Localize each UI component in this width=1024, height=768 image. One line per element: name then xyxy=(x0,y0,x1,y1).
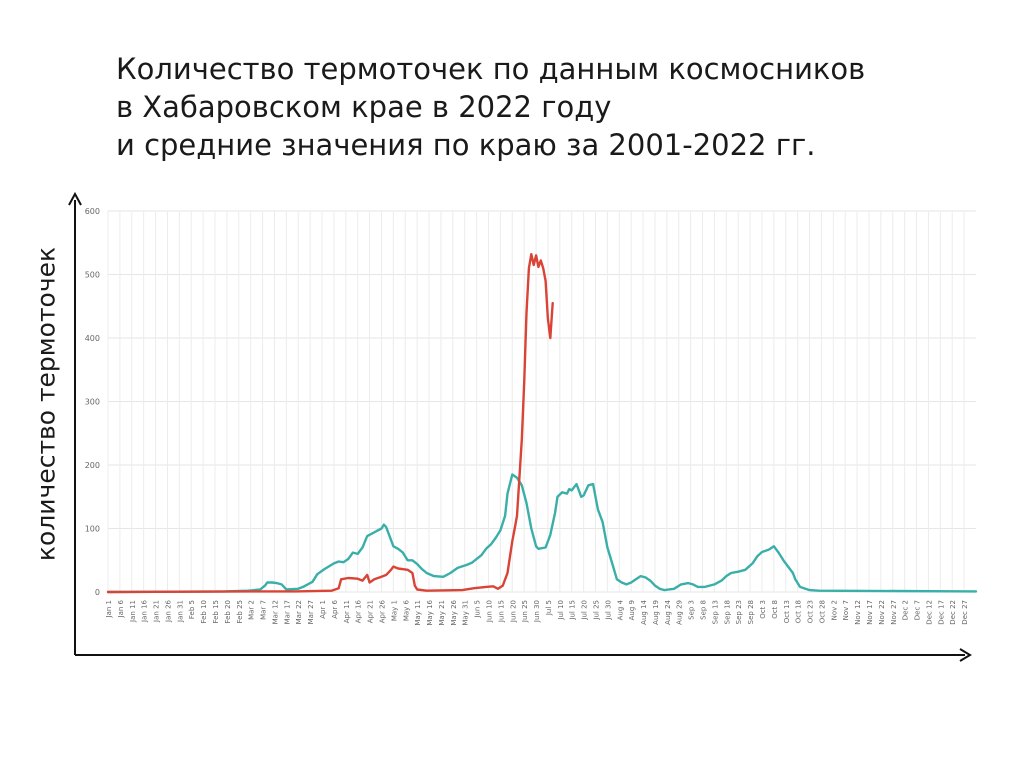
axes xyxy=(68,191,972,662)
x-tick-label: Feb 10 xyxy=(200,600,208,624)
y-axis-arrowhead xyxy=(68,191,82,206)
x-tick-label: Jun 10 xyxy=(485,600,493,623)
x-tick-label: Jul 5 xyxy=(545,600,553,616)
x-tick-label: Oct 8 xyxy=(771,600,779,619)
x-tick-label: Oct 3 xyxy=(759,600,767,619)
x-tick-label: Apr 21 xyxy=(367,600,375,623)
x-tick-label: Jan 21 xyxy=(153,600,161,623)
x-tick-label: May 6 xyxy=(402,599,410,621)
x-tick-label: Jan 31 xyxy=(176,600,184,623)
x-tick-label: Nov 12 xyxy=(854,600,862,625)
x-tick-label: Jul 10 xyxy=(557,600,565,621)
x-tick-label: Aug 29 xyxy=(676,600,684,625)
chart-title-line-1: Количество термоточек по данным космосни… xyxy=(116,52,866,86)
x-tick-label: Feb 25 xyxy=(236,600,244,624)
y-tick-label: 200 xyxy=(85,461,100,470)
x-tick-labels: Jan 1 Jan 6 Jan 11 Jan 16 Jan 21 Jan 26 Jan 31… xyxy=(105,599,969,625)
x-tick-label: Oct 13 xyxy=(783,600,791,623)
x-tick-label: Jun 20 xyxy=(509,600,517,623)
x-tick-label: Jul 30 xyxy=(604,600,612,621)
x-tick-label: Aug 19 xyxy=(652,600,660,625)
x-tick-label: Sep 13 xyxy=(711,600,719,624)
x-tick-label: Jan 1 xyxy=(105,600,113,618)
x-tick-label: Mar 7 xyxy=(260,600,268,620)
x-tick-label: May 11 xyxy=(414,600,422,626)
chart-title: Количество термоточек по данным космосни… xyxy=(116,50,996,164)
x-tick-label: Apr 16 xyxy=(355,599,363,623)
series-line-1 xyxy=(106,473,978,594)
x-axis-arrowhead xyxy=(959,648,972,662)
x-tick-label: Oct 18 xyxy=(795,600,803,623)
x-tick-label: Mar 17 xyxy=(283,600,291,624)
x-tick-label: May 26 xyxy=(450,599,458,625)
x-tick-label: Dec 2 xyxy=(902,600,910,620)
y-tick-labels: 0 100 200 300 400 500 600 xyxy=(85,207,100,597)
x-tick-label: Jan 6 xyxy=(117,599,125,618)
x-tick-label: Jun 5 xyxy=(474,600,482,619)
x-tick-label: Nov 27 xyxy=(890,600,898,625)
y-tick-label: 500 xyxy=(85,271,100,280)
x-tick-label: Mar 22 xyxy=(295,600,303,624)
x-tick-label: Sep 8 xyxy=(700,600,708,620)
x-tick-label: Jul 25 xyxy=(593,600,601,621)
x-tick-label: Oct 28 xyxy=(818,600,826,623)
x-tick-label: May 31 xyxy=(462,600,470,626)
y-tick-label: 0 xyxy=(95,588,100,597)
x-tick-label: Dec 27 xyxy=(961,600,969,625)
y-tick-label: 600 xyxy=(85,207,100,216)
x-tick-label: Sep 23 xyxy=(735,600,743,624)
x-tick-label: Feb 5 xyxy=(188,600,196,619)
x-tick-label: May 21 xyxy=(438,600,446,626)
x-tick-label: Mar 27 xyxy=(307,600,315,624)
chart-title-line-3: и средние значения по краю за 2001-2022 … xyxy=(116,128,816,162)
x-tick-label: Sep 28 xyxy=(747,600,755,624)
series-line-2 xyxy=(106,252,554,594)
x-tick-label: Jan 26 xyxy=(164,599,172,622)
x-tick-label: Aug 24 xyxy=(664,599,672,624)
chart-title-line-2: в Хабаровском крае в 2022 году xyxy=(116,90,612,124)
x-tick-label: Apr 1 xyxy=(319,600,327,619)
x-tick-label: Aug 9 xyxy=(628,600,636,620)
x-tick-label: Dec 7 xyxy=(914,600,922,620)
series-lines xyxy=(106,252,978,594)
x-tick-label: Jun 25 xyxy=(521,600,529,623)
x-tick-label: Mar 12 xyxy=(271,600,279,624)
x-tick-label: Mar 2 xyxy=(248,600,256,620)
x-tick-label: Dec 22 xyxy=(949,600,957,625)
y-tick-label: 100 xyxy=(85,525,100,534)
x-tick-label: May 16 xyxy=(426,599,434,625)
x-tick-label: Apr 11 xyxy=(343,600,351,623)
x-tick-label: Apr 26 xyxy=(378,599,386,623)
y-tick-label: 400 xyxy=(85,334,100,343)
x-tick-label: Jul 20 xyxy=(581,600,589,621)
x-tick-label: Aug 4 xyxy=(616,599,624,620)
x-tick-label: Jun 15 xyxy=(497,600,505,623)
x-tick-label: Dec 17 xyxy=(937,600,945,625)
x-tick-label: Jul 15 xyxy=(569,600,577,621)
x-tick-label: Feb 20 xyxy=(224,600,232,624)
x-tick-label: Oct 23 xyxy=(807,600,815,623)
x-tick-label: Nov 2 xyxy=(830,600,838,620)
y-tick-label: 300 xyxy=(85,398,100,407)
x-tick-label: Sep 3 xyxy=(688,600,696,620)
x-tick-label: Apr 6 xyxy=(331,599,339,618)
x-tick-label: Nov 22 xyxy=(878,600,886,625)
grid-lines xyxy=(107,210,976,593)
x-tick-label: Dec 12 xyxy=(925,600,933,625)
x-tick-label: Nov 17 xyxy=(866,600,874,625)
x-tick-label: Jun 30 xyxy=(533,600,541,623)
x-tick-label: Jan 11 xyxy=(129,600,137,623)
x-tick-label: Feb 15 xyxy=(212,600,220,624)
x-tick-label: Nov 7 xyxy=(842,600,850,620)
x-tick-label: Sep 18 xyxy=(723,600,731,624)
x-tick-label: May 1 xyxy=(390,600,398,621)
x-tick-label: Aug 14 xyxy=(640,599,648,624)
x-tick-label: Jan 16 xyxy=(141,599,149,622)
